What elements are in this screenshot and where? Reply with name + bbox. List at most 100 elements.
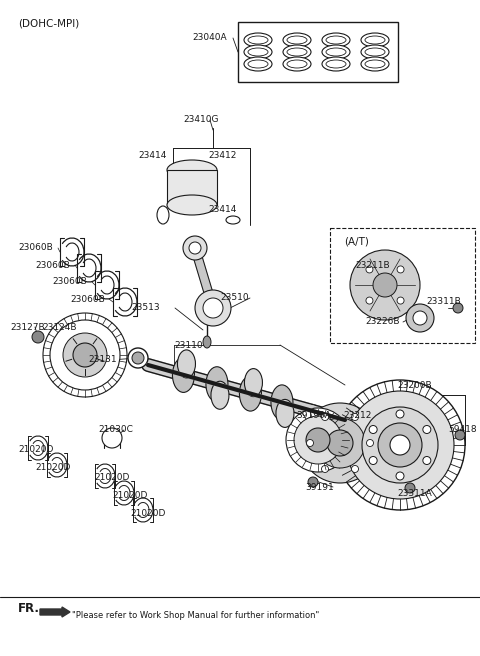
Text: 23412: 23412 (208, 150, 236, 159)
Ellipse shape (276, 400, 294, 428)
Circle shape (351, 466, 359, 472)
Text: 23040A: 23040A (192, 33, 227, 43)
Ellipse shape (326, 48, 346, 56)
Circle shape (367, 440, 373, 447)
Circle shape (423, 457, 431, 464)
Ellipse shape (172, 358, 194, 392)
Circle shape (300, 403, 380, 483)
Circle shape (286, 408, 350, 472)
Text: (A/T): (A/T) (344, 237, 369, 247)
Circle shape (294, 416, 342, 464)
Ellipse shape (322, 33, 350, 47)
Text: 23060B: 23060B (52, 277, 87, 287)
Text: 23131: 23131 (88, 356, 117, 365)
Text: (DOHC-MPI): (DOHC-MPI) (18, 18, 79, 28)
Circle shape (346, 391, 454, 499)
Circle shape (203, 298, 223, 318)
Ellipse shape (206, 367, 228, 401)
Ellipse shape (283, 45, 311, 59)
Text: 21020D: 21020D (18, 445, 53, 455)
Ellipse shape (248, 48, 268, 56)
Ellipse shape (248, 36, 268, 44)
Text: 21020D: 21020D (35, 464, 71, 472)
Ellipse shape (287, 36, 307, 44)
Circle shape (413, 311, 427, 325)
Circle shape (63, 333, 107, 377)
Text: 23414: 23414 (138, 150, 167, 159)
Ellipse shape (157, 206, 169, 224)
Ellipse shape (211, 381, 229, 409)
Circle shape (350, 250, 420, 320)
Text: 23127B: 23127B (10, 323, 45, 331)
Text: 39191: 39191 (305, 483, 334, 491)
Text: FR.: FR. (18, 602, 40, 615)
Ellipse shape (283, 33, 311, 47)
Circle shape (327, 430, 353, 456)
Circle shape (366, 297, 373, 304)
Ellipse shape (365, 36, 385, 44)
Circle shape (373, 273, 397, 297)
Ellipse shape (203, 336, 211, 348)
Ellipse shape (167, 160, 217, 180)
Circle shape (405, 483, 415, 493)
Ellipse shape (167, 195, 217, 215)
Circle shape (455, 430, 465, 440)
Text: 23311B: 23311B (426, 298, 461, 306)
Circle shape (335, 380, 465, 510)
Bar (238, 22, 398, 82)
Ellipse shape (244, 33, 272, 47)
Circle shape (322, 413, 328, 420)
Ellipse shape (361, 57, 389, 71)
Circle shape (43, 313, 127, 397)
Bar (330, 228, 475, 343)
FancyArrow shape (40, 607, 70, 617)
Text: 21020D: 21020D (112, 491, 147, 501)
Circle shape (306, 428, 330, 452)
Text: 23060B: 23060B (35, 260, 70, 270)
Circle shape (453, 303, 463, 313)
Circle shape (132, 352, 144, 364)
Ellipse shape (326, 60, 346, 68)
Ellipse shape (244, 369, 263, 397)
Text: 23513: 23513 (131, 304, 160, 312)
Circle shape (369, 457, 377, 464)
Ellipse shape (240, 376, 262, 411)
Ellipse shape (326, 36, 346, 44)
Ellipse shape (361, 45, 389, 59)
Circle shape (351, 413, 359, 420)
Ellipse shape (287, 60, 307, 68)
Text: 23200B: 23200B (397, 380, 432, 390)
Text: 23212: 23212 (343, 411, 372, 419)
Circle shape (307, 440, 313, 447)
Circle shape (315, 418, 365, 468)
Text: 59418: 59418 (448, 426, 477, 434)
Text: 23414: 23414 (208, 205, 236, 215)
Ellipse shape (365, 60, 385, 68)
Circle shape (195, 290, 231, 326)
Ellipse shape (178, 350, 195, 378)
Text: 23110: 23110 (174, 340, 203, 350)
Circle shape (128, 348, 148, 368)
Ellipse shape (322, 57, 350, 71)
Text: 39190A: 39190A (296, 411, 331, 419)
Circle shape (396, 410, 404, 418)
Circle shape (390, 435, 410, 455)
Text: 23124B: 23124B (42, 323, 76, 331)
Ellipse shape (244, 57, 272, 71)
Circle shape (73, 343, 97, 367)
Circle shape (366, 266, 373, 273)
Text: 23410G: 23410G (183, 115, 218, 125)
Ellipse shape (271, 385, 293, 420)
Ellipse shape (361, 33, 389, 47)
Circle shape (183, 236, 207, 260)
Circle shape (378, 423, 422, 467)
Circle shape (369, 426, 377, 434)
Ellipse shape (226, 216, 240, 224)
Text: 21020D: 21020D (94, 474, 130, 483)
Circle shape (362, 407, 438, 483)
Text: 23311A: 23311A (397, 489, 432, 497)
Circle shape (322, 466, 328, 472)
Circle shape (423, 426, 431, 434)
Circle shape (189, 242, 201, 254)
Ellipse shape (244, 45, 272, 59)
